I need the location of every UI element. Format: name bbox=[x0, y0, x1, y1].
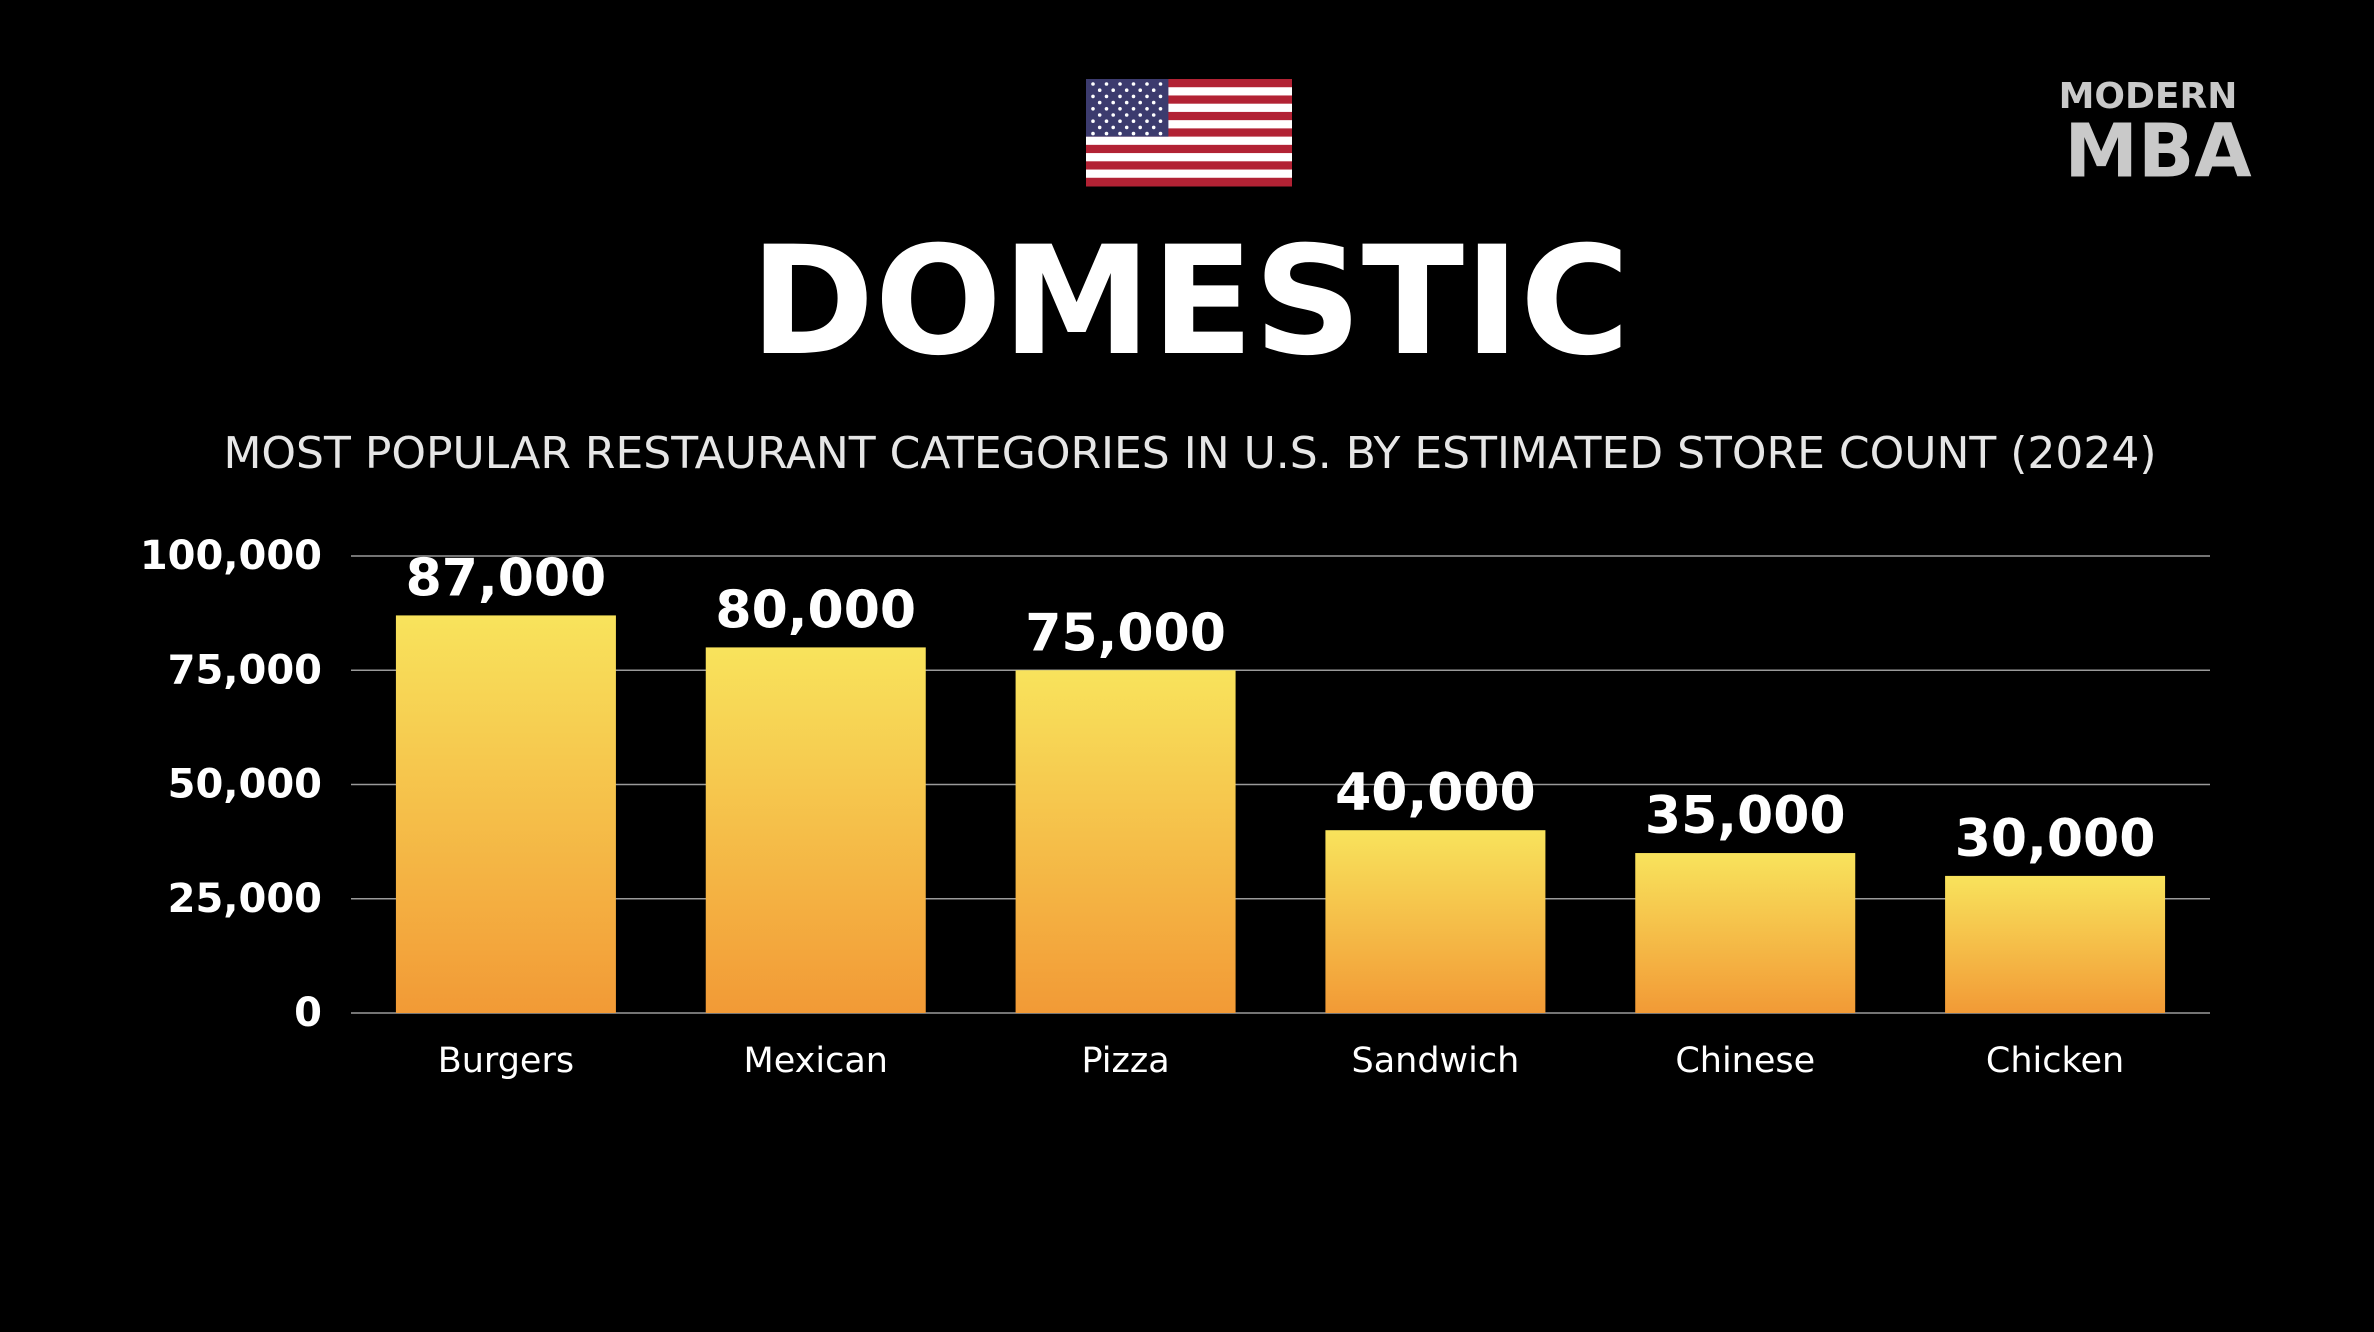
flag-star bbox=[1138, 88, 1142, 92]
flag-star bbox=[1158, 94, 1163, 99]
flag-star bbox=[1118, 131, 1122, 136]
bar bbox=[1945, 875, 2166, 1013]
flag-stripe bbox=[1086, 136, 1292, 146]
flag-star bbox=[1151, 113, 1156, 117]
y-tick-label: 75,000 bbox=[168, 647, 322, 693]
flag-star bbox=[1091, 119, 1095, 123]
flag-star bbox=[1118, 119, 1122, 123]
flag-stripe bbox=[1086, 153, 1292, 162]
flag-stripe bbox=[1086, 177, 1292, 187]
x-tick-label: Chinese bbox=[1675, 1041, 1815, 1081]
brand-top: MODERN bbox=[2059, 76, 2238, 117]
flag-star bbox=[1151, 125, 1156, 130]
flag-star bbox=[1091, 82, 1095, 86]
bar bbox=[1635, 853, 1856, 1013]
bar bbox=[1015, 670, 1236, 1013]
flag-star bbox=[1145, 107, 1149, 111]
value-label: 35,000 bbox=[1645, 786, 1846, 846]
flag-stripe bbox=[1086, 161, 1292, 171]
flag-stripe bbox=[1086, 87, 1292, 96]
flag-star bbox=[1111, 88, 1115, 92]
y-tick-label: 25,000 bbox=[168, 876, 322, 922]
flag-stripe bbox=[1086, 111, 1292, 121]
bar bbox=[705, 647, 926, 1013]
flag-stripe bbox=[1086, 169, 1292, 179]
x-tick-label: Chicken bbox=[1986, 1041, 2124, 1081]
x-tick-label: Pizza bbox=[1081, 1041, 1169, 1081]
chart-title: DOMESTIC bbox=[750, 215, 1630, 389]
value-label: 30,000 bbox=[1955, 809, 2156, 869]
value-label: 80,000 bbox=[715, 580, 916, 640]
flag-star bbox=[1158, 119, 1163, 123]
flag-stripe bbox=[1086, 144, 1292, 154]
flag-star bbox=[1111, 125, 1115, 130]
y-tick-label: 100,000 bbox=[140, 533, 322, 579]
flag-star bbox=[1097, 88, 1102, 92]
bar bbox=[1325, 830, 1546, 1013]
flag-star bbox=[1097, 125, 1102, 130]
flag-star bbox=[1124, 113, 1129, 117]
flag-star bbox=[1111, 113, 1115, 117]
flag-star bbox=[1104, 107, 1109, 111]
flag-star bbox=[1158, 82, 1163, 86]
flag-star bbox=[1131, 119, 1136, 123]
flag-star bbox=[1145, 119, 1149, 123]
x-tick-label: Burgers bbox=[438, 1041, 574, 1081]
flag-star bbox=[1118, 107, 1122, 111]
value-label: 75,000 bbox=[1025, 603, 1226, 663]
flag-star bbox=[1145, 131, 1149, 136]
brand-bottom: MBA bbox=[2064, 109, 2251, 195]
flag-star bbox=[1145, 82, 1149, 86]
flag-star bbox=[1138, 100, 1142, 105]
flag-star bbox=[1111, 100, 1115, 105]
flag-star bbox=[1104, 119, 1109, 123]
flag-star bbox=[1091, 94, 1095, 99]
flag-star bbox=[1131, 82, 1136, 86]
us-flag bbox=[1086, 79, 1292, 187]
flag-stripe bbox=[1086, 95, 1292, 105]
flag-star bbox=[1124, 125, 1129, 130]
x-tick-label: Sandwich bbox=[1351, 1041, 1519, 1081]
flag-stripe bbox=[1086, 103, 1292, 113]
flag-star bbox=[1091, 131, 1095, 136]
value-label: 40,000 bbox=[1335, 763, 1536, 823]
flag-stripe bbox=[1086, 128, 1292, 138]
chart-subtitle: MOST POPULAR RESTAURANT CATEGORIES IN U.… bbox=[223, 428, 2156, 479]
bar bbox=[395, 615, 616, 1013]
value-label: 87,000 bbox=[406, 548, 607, 608]
flag-star bbox=[1131, 107, 1136, 111]
flag-star bbox=[1118, 94, 1122, 99]
flag-star bbox=[1124, 88, 1129, 92]
y-tick-label: 50,000 bbox=[168, 762, 322, 808]
flag-star bbox=[1118, 82, 1122, 86]
flag-star bbox=[1104, 131, 1109, 136]
flag-star bbox=[1145, 94, 1149, 99]
flag-star bbox=[1131, 94, 1136, 99]
flag-star bbox=[1138, 125, 1142, 130]
flag-star bbox=[1097, 113, 1102, 117]
flag-star bbox=[1104, 82, 1109, 86]
flag-star bbox=[1104, 94, 1109, 99]
flag-star bbox=[1097, 100, 1102, 105]
flag-star bbox=[1151, 88, 1156, 92]
x-tick-label: Mexican bbox=[744, 1041, 888, 1081]
flag-star bbox=[1158, 131, 1163, 136]
flag-stripe bbox=[1086, 79, 1292, 88]
flag-star bbox=[1124, 100, 1129, 105]
flag-stripe bbox=[1086, 120, 1292, 129]
flag-star bbox=[1091, 107, 1095, 111]
flag-star bbox=[1151, 100, 1156, 105]
flag-star bbox=[1131, 131, 1136, 136]
flag-star bbox=[1158, 107, 1163, 111]
flag-star bbox=[1138, 113, 1142, 117]
y-tick-label: 0 bbox=[294, 990, 322, 1036]
